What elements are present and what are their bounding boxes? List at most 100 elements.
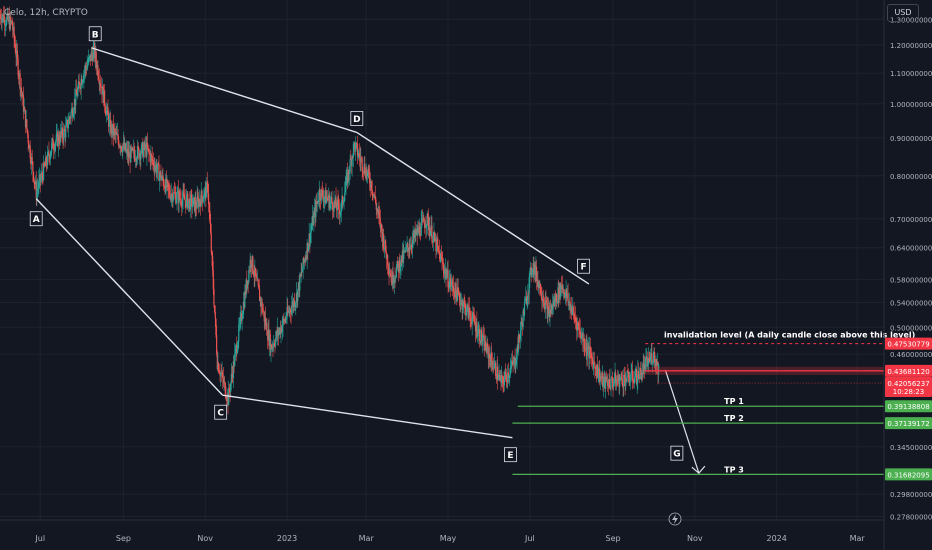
candle-body [194, 200, 196, 212]
x-tick-label: Nov [197, 534, 213, 543]
candle-body [437, 245, 439, 247]
candle-body [128, 152, 131, 158]
candle-body [478, 329, 480, 331]
candle-body [297, 289, 299, 302]
candle-body [8, 17, 10, 21]
candle-body [149, 154, 151, 163]
candle-body [258, 289, 261, 302]
candle-body [195, 200, 197, 208]
candle-body [603, 379, 605, 387]
candle-body [402, 250, 404, 260]
candle-body [344, 186, 347, 193]
candle-body [267, 329, 269, 340]
candle-body [630, 372, 632, 380]
candle-body [397, 264, 400, 272]
candle-body [213, 289, 215, 306]
candle-body [603, 376, 605, 380]
candle-body [97, 65, 99, 77]
candle-body [48, 151, 50, 157]
candle-body [422, 217, 424, 220]
candle-body [501, 376, 503, 378]
candle-body [295, 302, 297, 305]
candle-body [225, 396, 227, 400]
candle-body [32, 172, 35, 182]
candle-body [337, 199, 339, 202]
candle-body [296, 293, 298, 302]
candle-body [17, 58, 19, 76]
candle-body [126, 148, 128, 150]
y-tick-label: 0.64000000 [890, 245, 932, 253]
x-tick-label: Sep [605, 534, 620, 543]
candle-body [417, 227, 419, 235]
candle-body [346, 172, 348, 177]
candle-body [434, 238, 436, 241]
candle-body [284, 318, 286, 322]
candle-body [469, 314, 471, 317]
candle-body [169, 189, 171, 196]
candle-body [189, 194, 192, 210]
candle-body [338, 201, 340, 209]
candle-body [509, 368, 512, 375]
currency-selector[interactable]: USD [887, 4, 919, 22]
wave-label-g: G [673, 450, 680, 460]
candle-body [159, 171, 161, 175]
candle-body [576, 322, 578, 331]
candle-body [614, 373, 616, 381]
candle-body [241, 318, 243, 322]
candle-body [457, 287, 459, 293]
candle-body [0, 19, 2, 23]
candle-body [442, 262, 444, 269]
wave-label-f: F [580, 263, 586, 273]
candle-body [349, 159, 351, 173]
candle-body [102, 86, 104, 95]
candle-body [142, 142, 144, 158]
candle-body [40, 172, 43, 178]
candle-body [476, 321, 478, 337]
candle-body [31, 156, 33, 162]
candle-body [616, 379, 618, 381]
candle-body [572, 307, 574, 312]
candle-body [277, 328, 279, 335]
candle-body [477, 330, 479, 337]
candle-body [164, 187, 166, 193]
candle-body [42, 175, 44, 180]
candle-body [464, 302, 466, 305]
candle-body [234, 353, 236, 366]
candle-body [77, 88, 79, 97]
candle-body [231, 374, 233, 375]
candle-body [90, 52, 92, 62]
candle-body [381, 231, 383, 243]
candle-body [191, 196, 193, 208]
candle-body [380, 224, 382, 229]
candle-body [560, 284, 562, 297]
candle-body [406, 243, 408, 247]
x-tick-label: 2023 [277, 534, 297, 543]
candle-body [118, 145, 120, 147]
resist-price-label: 0.43681120 [887, 368, 929, 376]
candle-body [146, 143, 149, 149]
candle-body [264, 317, 266, 322]
candle-body [600, 376, 602, 378]
candle-body [245, 280, 247, 296]
candle-body [106, 107, 108, 111]
candle-body [647, 363, 649, 366]
candle-body [87, 57, 90, 64]
candle-body [292, 301, 294, 307]
candle-body [84, 66, 86, 71]
candle-body [564, 292, 567, 298]
candle-body [372, 194, 375, 196]
candle-body [519, 338, 521, 340]
candle-body [222, 377, 224, 384]
candle-body [85, 68, 88, 70]
candle-body [368, 168, 370, 175]
candle-body [26, 129, 29, 135]
candle-body [151, 155, 153, 161]
candle-body [585, 343, 587, 350]
candle-body [242, 301, 245, 315]
candle-body [449, 277, 451, 282]
candle-body [182, 192, 184, 200]
candle-body [576, 322, 579, 331]
candle-body [126, 148, 129, 157]
